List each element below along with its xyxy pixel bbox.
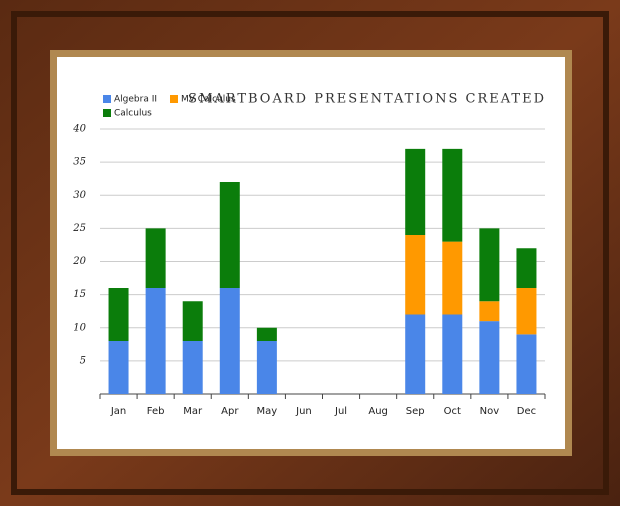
x-tick-label: Dec xyxy=(517,406,536,417)
bar-segment xyxy=(442,241,463,315)
bar-segment xyxy=(219,288,240,394)
bar-segment xyxy=(182,301,203,341)
y-tick-label: 10 xyxy=(73,322,86,333)
bar-segment xyxy=(108,288,129,341)
legend-swatch xyxy=(103,95,111,103)
bar-segment xyxy=(442,148,463,242)
legend-swatch xyxy=(170,95,178,103)
bar-segment xyxy=(256,327,277,341)
x-tick-label: Nov xyxy=(480,406,500,417)
bar-segment xyxy=(108,341,129,394)
y-tick-label: 25 xyxy=(72,223,86,234)
bar-segment xyxy=(442,314,463,394)
y-tick-label: 35 xyxy=(73,157,86,168)
bar-segment xyxy=(516,334,537,394)
bar-segment xyxy=(516,288,537,335)
y-tick-label: 30 xyxy=(73,190,86,201)
bar-segment xyxy=(145,288,166,394)
x-tick-label: Aug xyxy=(368,406,388,417)
bar-segment xyxy=(405,235,426,315)
legend-label: MV Calculus xyxy=(181,95,236,105)
bar-segment xyxy=(182,341,203,394)
x-tick-label: Sep xyxy=(406,406,425,417)
legend-label: Calculus xyxy=(114,109,152,119)
bar-segment xyxy=(479,228,500,302)
y-tick-label: 40 xyxy=(72,124,86,135)
x-tick-label: Jan xyxy=(110,406,126,417)
bar-segment xyxy=(145,228,166,288)
x-tick-label: May xyxy=(257,406,278,417)
x-tick-label: Feb xyxy=(147,406,165,417)
bar-segment xyxy=(516,248,537,288)
x-tick-label: Jul xyxy=(334,406,347,417)
frame-edge xyxy=(11,11,609,495)
bar-segment xyxy=(479,321,500,394)
y-tick-label: 20 xyxy=(72,256,86,267)
x-tick-label: Oct xyxy=(444,406,461,417)
y-tick-label: 15 xyxy=(73,289,86,300)
bar-segment xyxy=(479,301,500,322)
x-tick-label: Mar xyxy=(183,406,203,417)
bar-segment xyxy=(405,148,426,235)
legend-swatch xyxy=(103,109,111,117)
bar-segment xyxy=(405,314,426,394)
x-tick-label: Apr xyxy=(221,406,239,417)
legend-label: Algebra II xyxy=(114,95,157,105)
bar-segment xyxy=(219,182,240,288)
bar-segment xyxy=(256,341,277,394)
x-tick-label: Jun xyxy=(295,406,312,417)
y-tick-label: 5 xyxy=(80,355,86,366)
chart-title: SMARTBOARD PRESENTATIONS CREATED xyxy=(188,92,546,107)
